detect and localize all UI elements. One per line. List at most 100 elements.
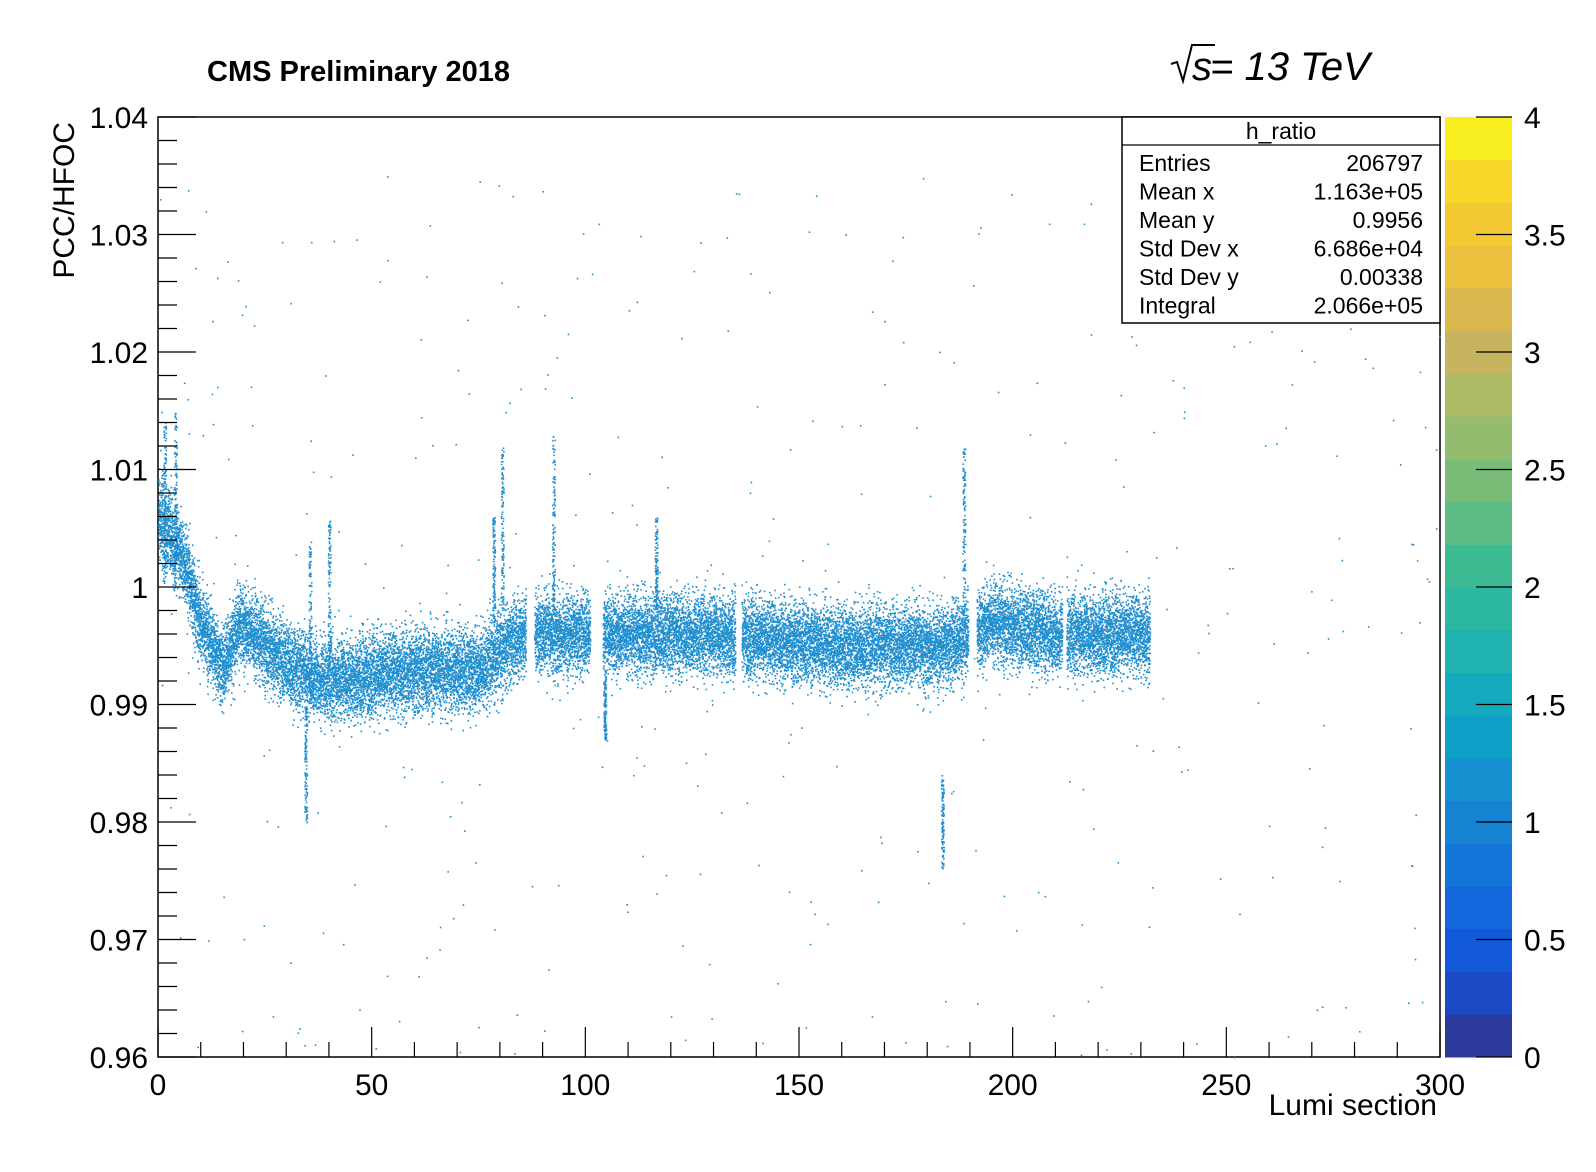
data-point [267,627,269,629]
data-point [189,553,191,555]
data-point [292,655,294,657]
data-point [300,644,302,646]
data-point [242,633,244,635]
data-point [185,567,187,569]
data-point [159,482,161,484]
data-point [253,622,255,624]
data-point [211,594,213,596]
data-point [184,554,186,556]
data-point [254,617,256,619]
data-point [191,555,193,557]
data-point [302,647,304,649]
data-point [268,670,270,672]
data-point [222,641,224,643]
data-point [301,677,303,679]
data-point [194,647,196,649]
data-point [192,544,194,546]
data-point [197,595,199,597]
data-point [289,700,291,702]
data-point [243,657,245,659]
data-point [274,694,276,696]
data-point [251,595,253,597]
data-point [289,635,291,637]
data-point [173,512,175,514]
data-point [225,637,227,639]
data-point [212,618,214,620]
data-point [197,588,199,590]
data-point [193,627,195,629]
data-point [202,621,204,623]
data-point [159,548,161,550]
data-point [202,613,204,615]
data-point [283,699,285,701]
data-point [305,691,307,693]
data-point [250,589,252,591]
data-point [317,659,319,661]
data-point [188,582,190,584]
data-point [258,632,260,634]
data-point [232,640,234,642]
data-point [225,683,227,685]
data-point [292,642,294,644]
data-point [254,578,256,580]
data-point [200,644,202,646]
data-point [265,597,267,599]
data-point [193,580,195,582]
data-point [240,595,242,597]
data-point [190,608,192,610]
data-point [296,686,298,688]
data-point [322,651,324,653]
data-point [291,664,293,666]
data-point [266,680,268,682]
data-point [221,652,223,654]
data-point [236,604,238,606]
data-point [304,681,306,683]
data-point [290,669,292,671]
data-point [187,612,189,614]
data-point [293,687,295,689]
data-point [289,643,291,645]
data-point [254,680,256,682]
data-point [171,613,173,615]
data-point [209,669,211,671]
data-point [263,659,265,661]
data-point [195,636,197,638]
data-point [168,508,170,510]
data-point [259,679,261,681]
data-point [303,666,305,668]
data-point [183,545,185,547]
data-point [178,537,180,539]
data-point [202,640,204,642]
data-point [325,713,327,715]
data-point [180,506,182,508]
data-point [320,635,322,637]
data-point [294,691,296,693]
data-point [308,667,310,669]
data-point [302,717,304,719]
data-point [267,683,269,685]
data-point [274,659,276,661]
data-point [187,536,189,538]
data-point [183,524,185,526]
data-point [290,639,292,641]
data-point [317,712,319,714]
data-point [249,660,251,662]
data-point [239,601,241,603]
data-point [311,667,313,669]
data-point [217,697,219,699]
data-point [159,500,161,502]
data-point [284,670,286,672]
data-point [245,607,247,609]
data-point [176,556,178,558]
data-point [240,662,242,664]
data-point [297,643,299,645]
data-point [258,657,260,659]
data-point [298,668,300,670]
data-point [249,649,251,651]
data-point [306,634,308,636]
data-point [191,598,193,600]
data-point [178,578,180,580]
data-point [235,658,237,660]
data-point [254,603,256,605]
data-point [207,666,209,668]
